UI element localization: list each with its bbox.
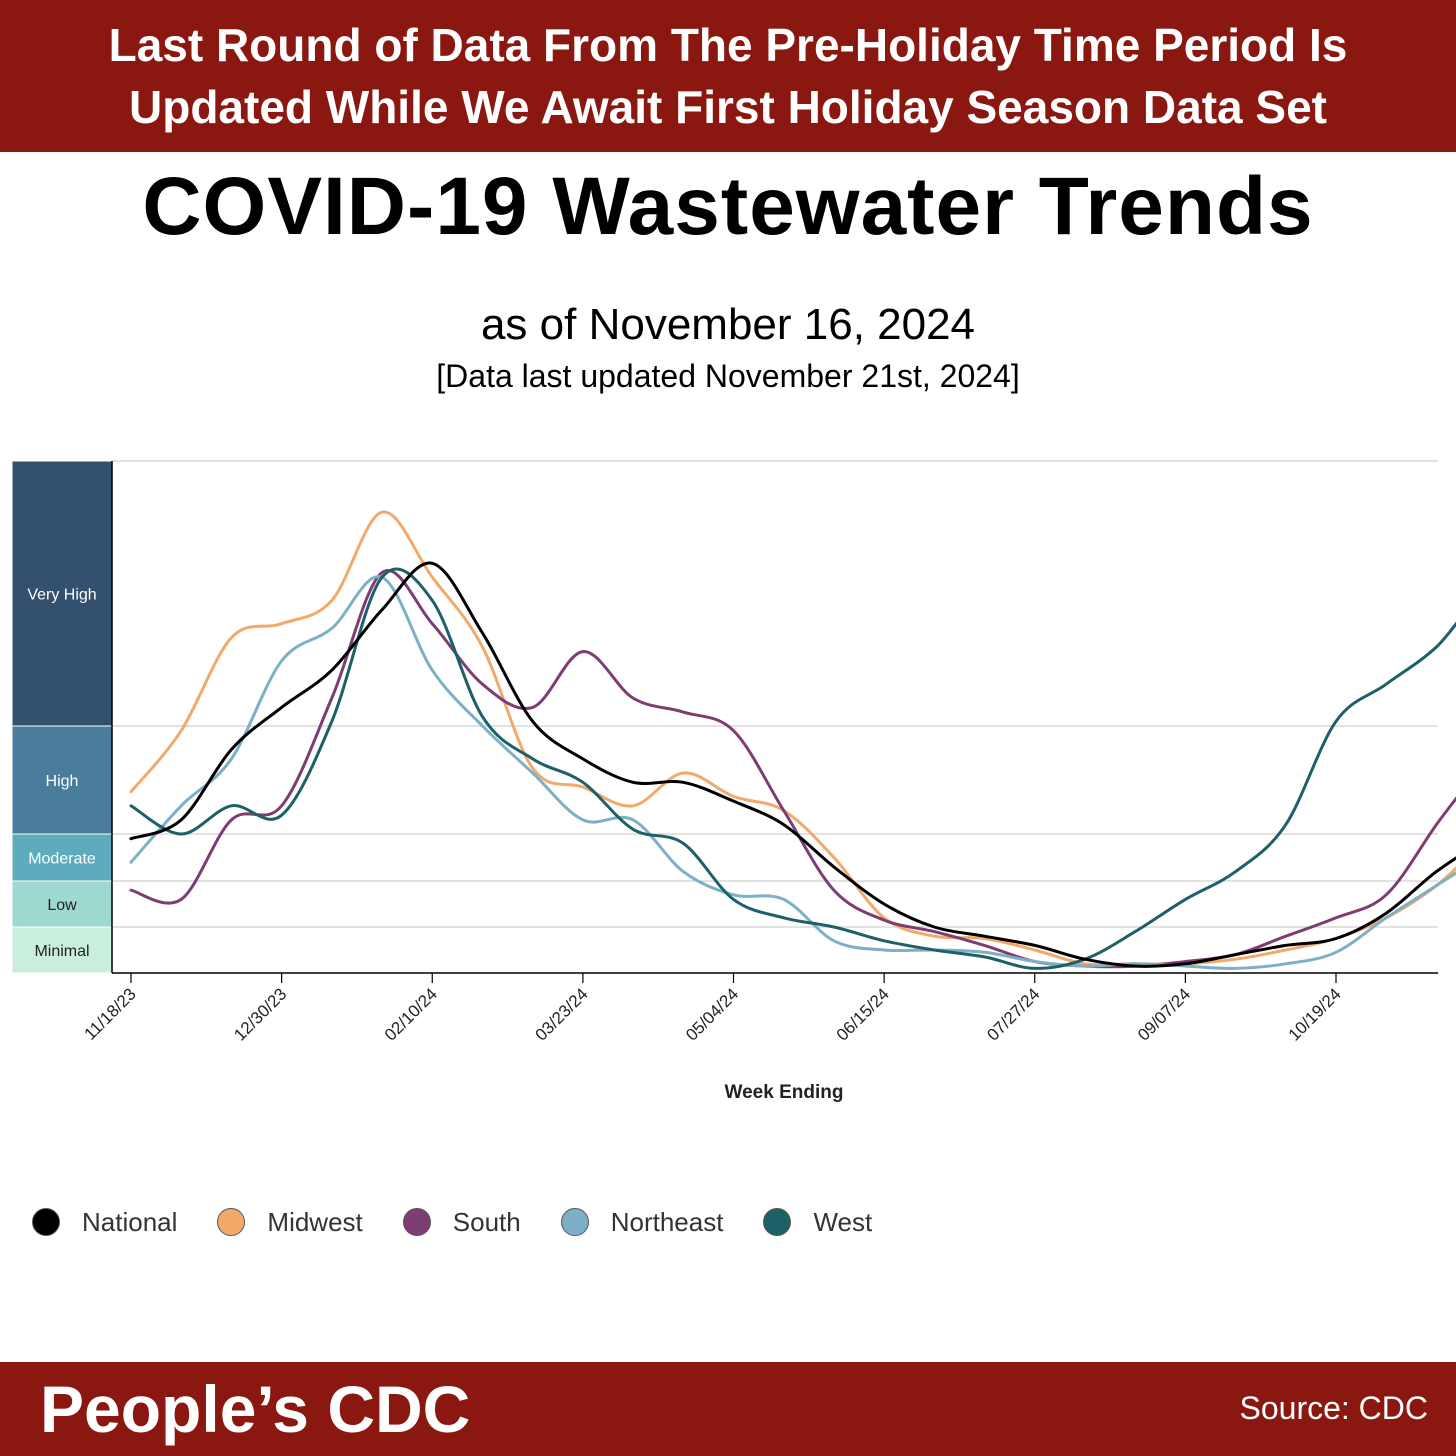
level-band-minimal	[11, 926, 113, 974]
level-label: Low	[47, 897, 77, 914]
legend-swatch	[763, 1208, 792, 1236]
x-tick-label: 11/18/23	[80, 984, 139, 1043]
x-tick-label: 12/30/23	[230, 984, 290, 1044]
last-updated-note: [Data last updated November 21st, 2024]	[436, 358, 1020, 394]
level-label: Very High	[27, 587, 96, 604]
x-axis-title: Week Ending	[725, 1082, 844, 1103]
legend-swatch	[560, 1208, 589, 1236]
x-tick-label: 05/04/24	[682, 984, 742, 1044]
headline-line-1: Last Round of Data From The Pre-Holiday …	[108, 19, 1348, 71]
level-band-high	[11, 725, 113, 835]
legend-swatch	[32, 1208, 60, 1236]
brand-logo-text: People’s CDC	[40, 1372, 471, 1446]
legend-label: South	[452, 1206, 521, 1237]
legend-swatch	[217, 1208, 246, 1236]
x-tick-label: 06/15/24	[833, 984, 893, 1044]
series-line-national	[129, 561, 1456, 968]
level-band-very-high	[11, 460, 113, 727]
legend-item-national: National	[32, 1207, 177, 1238]
series-line-northeast	[129, 575, 1456, 970]
x-tick-label: 02/10/24	[381, 984, 441, 1044]
legend-label: National	[82, 1206, 178, 1237]
level-band-low	[11, 880, 113, 928]
chart-title: COVID-19 Wastewater Trends	[142, 161, 1314, 252]
legend-label: Northeast	[610, 1206, 724, 1237]
series-line-midwest	[129, 510, 1456, 967]
legend-item-west: West	[763, 1207, 872, 1238]
x-tick-label: 10/19/24	[1285, 984, 1345, 1044]
legend-swatch	[402, 1208, 431, 1236]
series-line-west	[129, 567, 1456, 970]
level-label: High	[46, 773, 79, 790]
footer-banner: People’s CDC Source: CDC	[0, 1362, 1456, 1456]
x-tick-label: 03/23/24	[531, 984, 591, 1044]
as-of-date: as of November 16, 2024	[480, 300, 976, 349]
legend-label: Midwest	[267, 1206, 363, 1237]
headline-line-2: Updated While We Await First Holiday Sea…	[129, 81, 1327, 133]
level-label: Moderate	[28, 851, 96, 868]
level-label: Minimal	[34, 943, 89, 960]
legend-label: West	[813, 1206, 873, 1237]
chart-legend: National Midwest South Northeast West	[32, 1200, 912, 1244]
x-tick-label: 09/07/24	[1134, 984, 1194, 1044]
legend-item-northeast: Northeast	[560, 1206, 724, 1238]
legend-item-midwest: Midwest	[217, 1206, 363, 1238]
legend-item-south: South	[402, 1206, 521, 1238]
wastewater-line-chart: Minimal Low Moderate High Very High 11/18/23 1…	[11, 460, 1456, 1103]
x-tick-label: 07/27/24	[983, 984, 1043, 1044]
source-credit: Source: CDC	[1239, 1390, 1429, 1426]
headline-banner: Last Round of Data From The Pre-Holiday …	[0, 0, 1456, 152]
